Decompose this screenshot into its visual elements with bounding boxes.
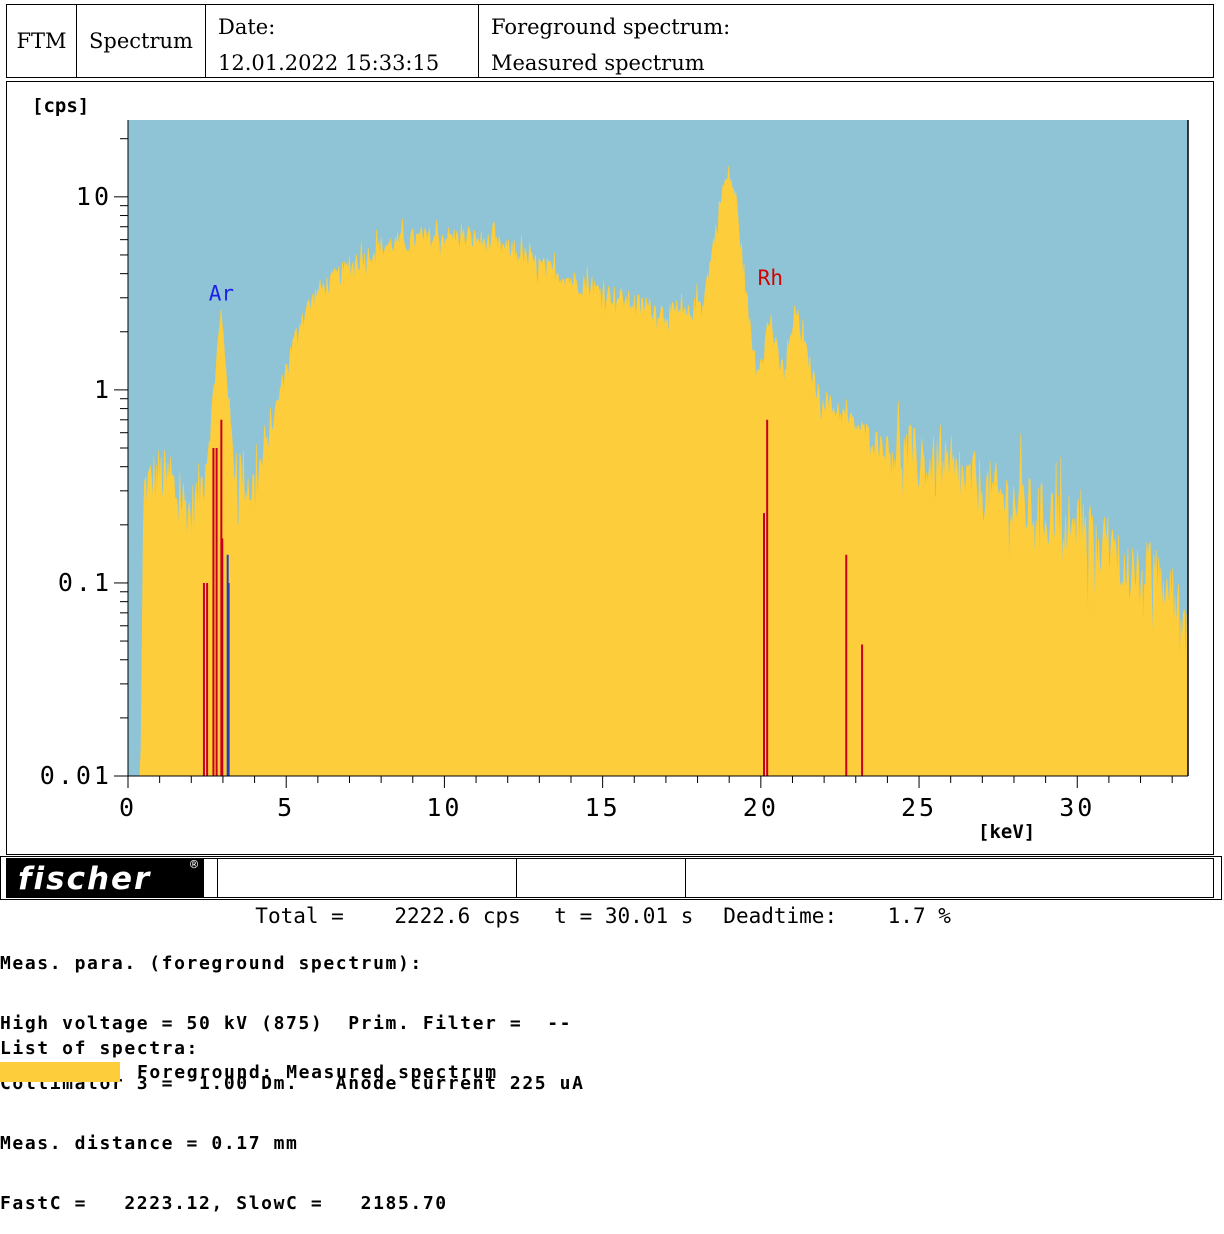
params-line-counts: FastC = 2223.12, SlowC = 2185.70 <box>0 1193 448 1214</box>
annotation-rh: Rh <box>758 266 783 290</box>
mode-label: Spectrum <box>89 29 193 53</box>
x-tick-label: 20 <box>743 793 779 822</box>
foreground-cell: Foreground spectrum: Measured spectrum <box>478 4 1214 78</box>
params-title: Meas. para. (foreground spectrum): <box>0 953 423 974</box>
date-cell: Date: 12.01.2022 15:33:15 <box>205 4 479 78</box>
date-value: 12.01.2022 15:33:15 <box>218 51 440 75</box>
x-axis-label: [keV] <box>978 821 1035 843</box>
x-tick-label: 15 <box>585 793 621 822</box>
time-cell: t = 30.01 s <box>516 858 693 928</box>
deadtime-value: Deadtime: 1.7 % <box>723 904 951 928</box>
total-cell: Total = 2222.6 cps <box>217 858 521 928</box>
time-value: t = 30.01 s <box>554 904 694 928</box>
legend-title: List of spectra: <box>0 1038 199 1059</box>
foreground-value: Measured spectrum <box>491 51 705 75</box>
registered-icon: ® <box>190 858 198 873</box>
spectrum-area <box>128 166 1189 777</box>
legend-swatch <box>0 1062 120 1082</box>
legend-entry: Foreground: Measured spectrum <box>137 1062 498 1083</box>
y-tick-label: 0.1 <box>58 568 112 597</box>
y-tick-label: 1 <box>94 375 112 404</box>
deadtime-cell: Deadtime: 1.7 % <box>685 858 1214 928</box>
fischer-logo-text: fischer <box>18 861 152 897</box>
fischer-logo: fischer ® <box>6 858 204 898</box>
total-value: Total = 2222.6 cps <box>255 904 521 928</box>
params-line-collimator: Collimator 3 = 1.00 Dm. Anode current 22… <box>0 1073 585 1094</box>
x-tick-label: 10 <box>426 793 462 822</box>
spectrum-chart: 0.01 0.1 1 10 0 5 10 15 20 25 30 [cps] [keV] Ar Rh <box>32 95 1189 843</box>
ftm-label: FTM <box>16 29 67 53</box>
annotation-ar: Ar <box>209 282 234 306</box>
x-tick-label: 30 <box>1059 793 1095 822</box>
y-tick-label: 10 <box>76 182 112 211</box>
foreground-label: Foreground spectrum: <box>491 15 731 39</box>
chart-frame <box>6 81 1214 855</box>
ftm-cell: FTM <box>6 4 77 78</box>
params-line-voltage: High voltage = 50 kV (875) Prim. Filter … <box>0 1013 573 1034</box>
x-tick-label: 0 <box>119 793 137 822</box>
footer-outer <box>0 856 1222 900</box>
x-tick-label: 5 <box>277 793 295 822</box>
date-label: Date: <box>218 15 276 39</box>
params-line-distance: Meas. distance = 0.17 mm <box>0 1133 299 1154</box>
y-axis-label: [cps] <box>32 95 89 117</box>
x-tick-label: 25 <box>901 793 937 822</box>
y-tick-label: 0.01 <box>40 761 112 790</box>
